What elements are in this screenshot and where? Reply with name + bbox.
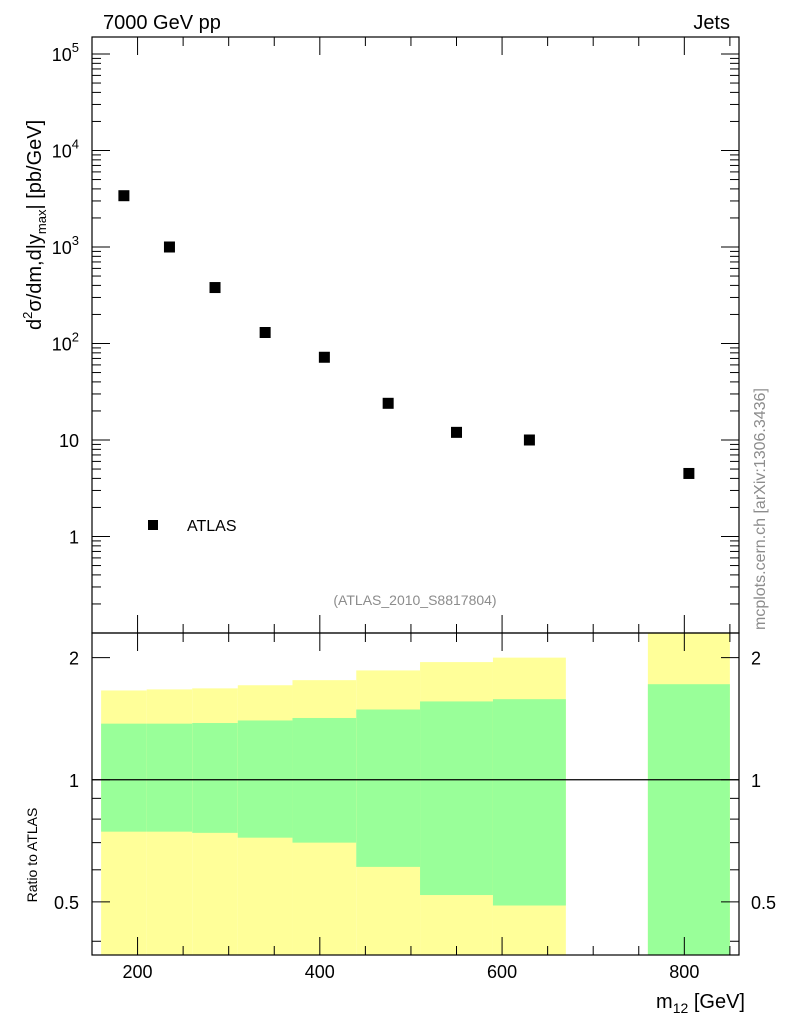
ratio-ytick-label-left-0: 2 (69, 649, 79, 669)
main-ytick-label-0: 105 (52, 40, 79, 65)
main-panel-frame (91, 36, 740, 634)
ratio-ytick-label-left-1: 1 (69, 771, 79, 791)
data-point-0 (118, 190, 130, 202)
ratio-inner-band-6 (420, 701, 493, 896)
xtick-label-3: 800 (669, 962, 699, 982)
main-ytick-label-3: 102 (52, 329, 79, 354)
ratio-panel-frame (91, 632, 740, 956)
xtick-label-1: 400 (305, 962, 335, 982)
header-left-label: 7000 GeV pp (103, 12, 221, 34)
data-point-4 (318, 351, 330, 363)
data-point-7 (523, 434, 535, 446)
x-axis-title: m12 [GeV] (656, 991, 745, 1016)
ratio-axis-ticks: 2 2 1 1 0.5 0.5 200 400 600 800 (54, 633, 776, 982)
ratio-ytick-label-left-2: 0.5 (54, 893, 79, 913)
main-data-points (118, 190, 695, 479)
ratio-inner-band-0 (101, 723, 147, 832)
ratio-bands (101, 633, 730, 955)
ratio-inner-band-7 (492, 699, 566, 906)
main-ytick-label-1: 104 (52, 136, 79, 161)
ratio-inner-band-5 (356, 709, 421, 867)
ratio-inner-band-3 (237, 720, 293, 838)
main-ytick-label-2: 103 (52, 233, 79, 258)
data-point-8 (683, 467, 695, 479)
analysis-label: (ATLAS_2010_S8817804) (333, 592, 496, 608)
main-ytick-label-4: 10 (59, 431, 79, 451)
data-point-6 (451, 426, 463, 438)
ratio-ytick-label-right-1: 1 (751, 771, 761, 791)
watermark-label: mcplots.cern.ch [arXiv:1306.3436] (752, 388, 769, 630)
header-right-label: Jets (693, 12, 730, 34)
data-point-1 (163, 241, 175, 253)
data-point-5 (382, 397, 394, 409)
xtick-label-2: 600 (487, 962, 517, 982)
ratio-ytick-label-right-2: 0.5 (751, 893, 776, 913)
ratio-inner-band-2 (192, 723, 238, 833)
legend-label-atlas: ATLAS (187, 518, 237, 535)
ratio-ylabel: Ratio to ATLAS (24, 808, 40, 903)
data-point-3 (259, 327, 271, 339)
ratio-inner-band-1 (146, 723, 193, 832)
ratio-inner-band-8 (647, 684, 730, 955)
main-ylabel: d2σ/dm,d|ymax| [pb/GeV] (20, 120, 49, 330)
legend-marker-atlas (148, 520, 158, 530)
main-ytick-label-5: 1 (69, 527, 79, 547)
xtick-label-0: 200 (123, 962, 153, 982)
data-point-2 (209, 282, 221, 294)
ratio-ytick-label-right-0: 2 (751, 649, 761, 669)
